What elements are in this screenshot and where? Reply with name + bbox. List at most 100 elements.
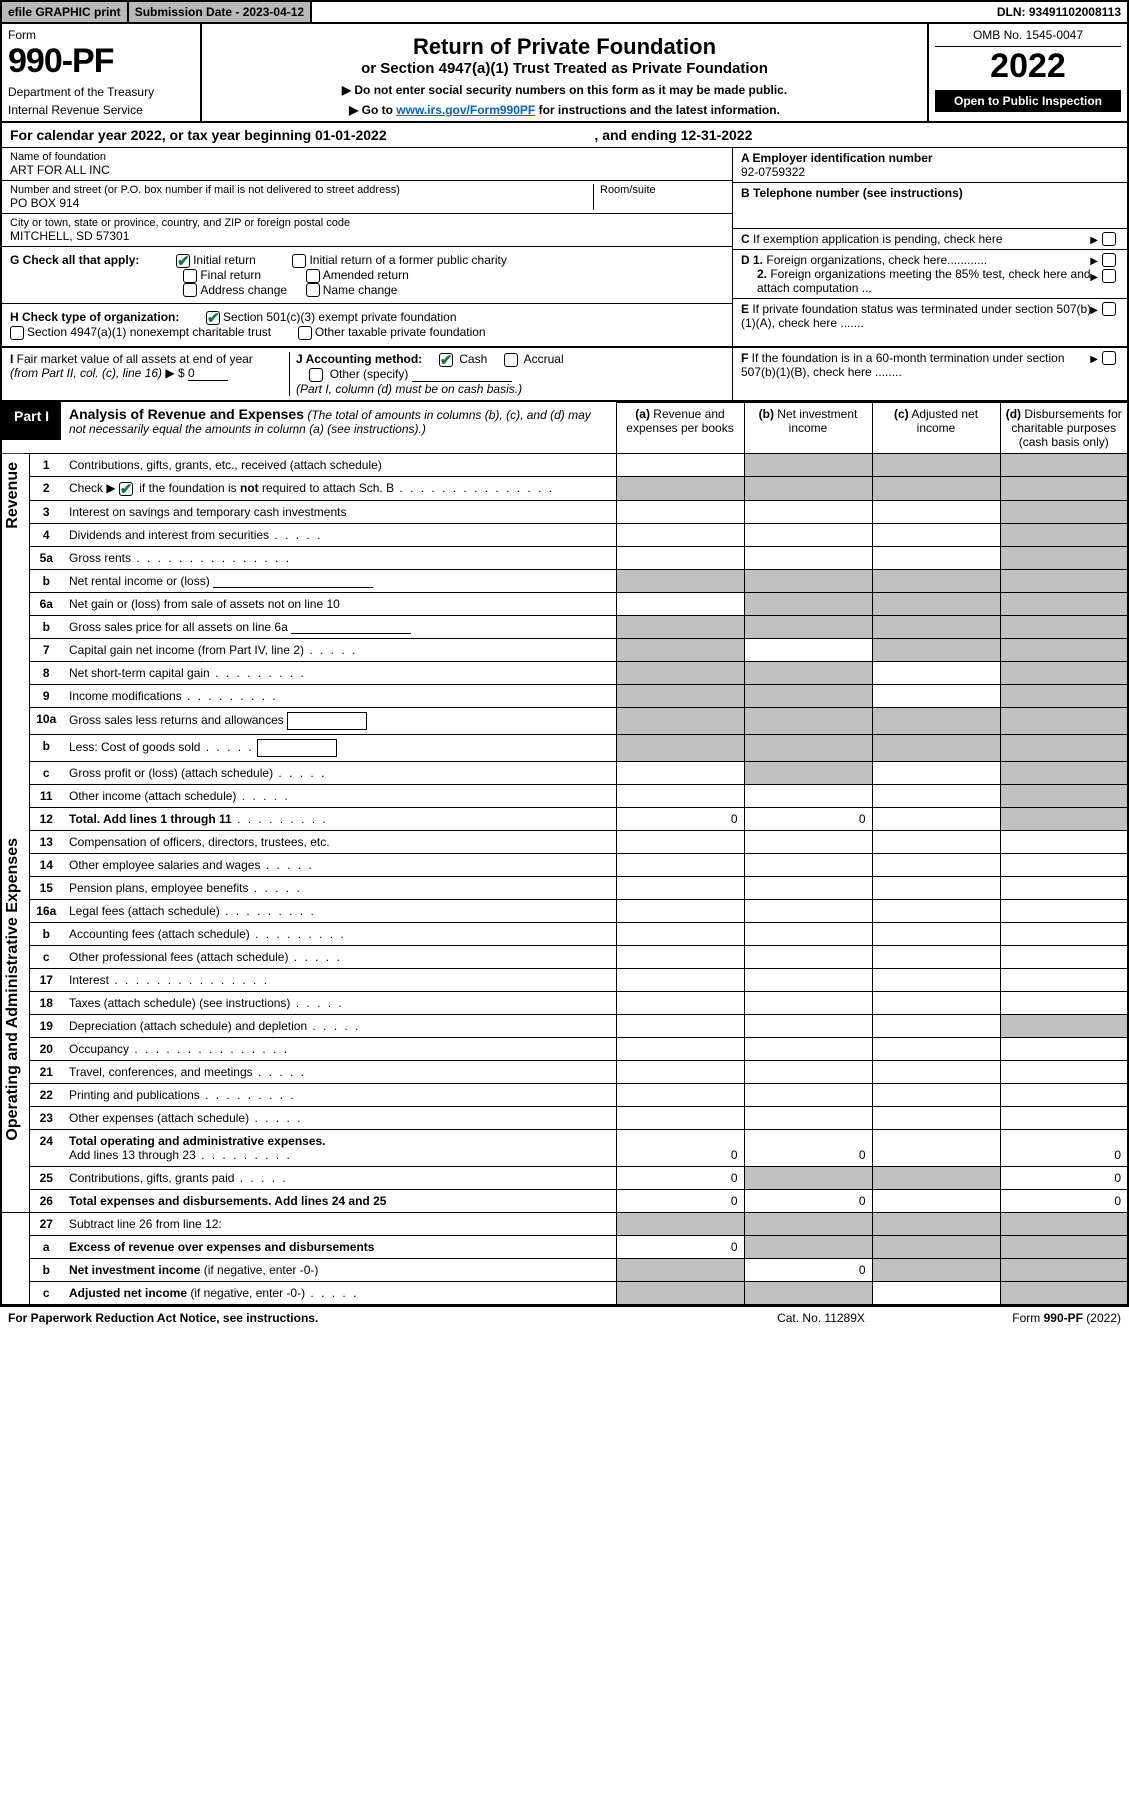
table-row: 16a Legal fees (attach schedule) <box>1 899 1128 922</box>
table-row: 4 Dividends and interest from securities <box>1 523 1128 546</box>
table-row: 25 Contributions, gifts, grants paid 0 0 <box>1 1166 1128 1189</box>
table-row: 12 Total. Add lines 1 through 11 0 0 <box>1 807 1128 830</box>
checkbox-initial-former[interactable] <box>292 254 306 268</box>
arrow-icon <box>1090 253 1098 267</box>
col-b-header: (b) Net investment income <box>744 402 872 453</box>
line25-a: 0 <box>616 1166 744 1189</box>
checkbox-4947a1[interactable] <box>10 326 24 340</box>
efile-label[interactable]: efile GRAPHIC print <box>2 2 129 22</box>
table-row: b Accounting fees (attach schedule) <box>1 922 1128 945</box>
table-row: 8 Net short-term capital gain <box>1 661 1128 684</box>
table-row: 11 Other income (attach schedule) <box>1 784 1128 807</box>
footer-catalog: Cat. No. 11289X <box>721 1311 921 1325</box>
dln-label: DLN: 93491102008113 <box>991 2 1127 22</box>
checkbox-501c3[interactable] <box>206 311 220 325</box>
part1-table: Part I Analysis of Revenue and Expenses … <box>0 402 1129 1306</box>
checkbox-address-change[interactable] <box>183 283 197 297</box>
line25-d: 0 <box>1000 1166 1128 1189</box>
table-row: a Excess of revenue over expenses and di… <box>1 1235 1128 1258</box>
header-right: OMB No. 1545-0047 2022 Open to Public In… <box>927 24 1127 121</box>
header-center: Return of Private Foundation or Section … <box>202 24 927 121</box>
table-row: c Other professional fees (attach schedu… <box>1 945 1128 968</box>
table-row: c Adjusted net income (if negative, ente… <box>1 1281 1128 1305</box>
table-row: 17 Interest <box>1 968 1128 991</box>
table-row: 14 Other employee salaries and wages <box>1 853 1128 876</box>
irs-link[interactable]: www.irs.gov/Form990PF <box>396 103 535 117</box>
checkbox-amended-return[interactable] <box>306 269 320 283</box>
form-header: Form 990-PF Department of the Treasury I… <box>0 24 1129 123</box>
arrow-icon <box>1090 269 1098 283</box>
checkbox-other-method[interactable] <box>309 368 323 382</box>
col-c-header: (c) Adjusted net income <box>872 402 1000 453</box>
table-row: 21 Travel, conferences, and meetings <box>1 1060 1128 1083</box>
table-row: 10a Gross sales less returns and allowan… <box>1 707 1128 734</box>
dept-treasury: Department of the Treasury <box>8 85 194 99</box>
table-row: b Net rental income or (loss) <box>1 569 1128 592</box>
form-number: 990-PF <box>8 42 194 81</box>
checkbox-name-change[interactable] <box>306 283 320 297</box>
form-word: Form <box>8 28 194 42</box>
checkbox-d2[interactable] <box>1102 269 1116 283</box>
section-d: D 1. Foreign organizations, check here..… <box>733 250 1127 299</box>
telephone-cell: B Telephone number (see instructions) <box>733 183 1127 229</box>
dept-irs: Internal Revenue Service <box>8 103 194 117</box>
arrow-icon <box>1090 302 1098 316</box>
table-row: 6a Net gain or (loss) from sale of asset… <box>1 592 1128 615</box>
entity-info: Name of foundation ART FOR ALL INC Numbe… <box>0 148 1129 348</box>
col-a-header: (a) Revenue and expenses per books <box>616 402 744 453</box>
foundation-name: ART FOR ALL INC <box>10 163 724 177</box>
checkbox-f[interactable] <box>1102 351 1116 365</box>
section-g: G Check all that apply: Initial return I… <box>2 247 732 304</box>
table-row: 27 Subtract line 26 from line 12: <box>1 1212 1128 1235</box>
table-row: 26 Total expenses and disbursements. Add… <box>1 1189 1128 1212</box>
form-title: Return of Private Foundation <box>208 34 921 60</box>
table-row: 18 Taxes (attach schedule) (see instruct… <box>1 991 1128 1014</box>
form-subtitle: or Section 4947(a)(1) Trust Treated as P… <box>208 60 921 77</box>
footer-left: For Paperwork Reduction Act Notice, see … <box>8 1311 721 1325</box>
instr-2: ▶ Go to www.irs.gov/Form990PF for instru… <box>208 103 921 117</box>
omb-number: OMB No. 1545-0047 <box>935 28 1121 47</box>
table-row: Revenue 1 Contributions, gifts, grants, … <box>1 453 1128 476</box>
section-h: H Check type of organization: Section 50… <box>2 304 732 346</box>
checkbox-sch-b[interactable] <box>119 482 133 496</box>
checkbox-e[interactable] <box>1102 302 1116 316</box>
line24-d: 0 <box>1000 1129 1128 1166</box>
tax-year: 2022 <box>935 47 1121 86</box>
line24-a: 0 <box>616 1129 744 1166</box>
checkbox-other-taxable[interactable] <box>298 326 312 340</box>
checkbox-d1[interactable] <box>1102 253 1116 267</box>
section-f: F If the foundation is in a 60-month ter… <box>733 348 1127 382</box>
table-row: 22 Printing and publications <box>1 1083 1128 1106</box>
submission-date: Submission Date - 2023-04-12 <box>129 2 312 22</box>
table-row: 20 Occupancy <box>1 1037 1128 1060</box>
table-row: 15 Pension plans, employee benefits <box>1 876 1128 899</box>
side-revenue: Revenue <box>2 454 24 537</box>
instr-1: ▶ Do not enter social security numbers o… <box>208 83 921 97</box>
checkbox-accrual[interactable] <box>504 353 518 367</box>
ein-value: 92-0759322 <box>741 165 805 179</box>
city-cell: City or town, state or province, country… <box>2 214 732 247</box>
col-d-header: (d) Disbursements for charitable purpose… <box>1000 402 1128 453</box>
section-c: C If exemption application is pending, c… <box>733 229 1127 250</box>
street-address: PO BOX 914 <box>10 196 587 210</box>
tax-year-end: 12-31-2022 <box>681 127 753 143</box>
line27a-a: 0 <box>616 1235 744 1258</box>
checkbox-final-return[interactable] <box>183 269 197 283</box>
arrow-icon <box>1090 232 1098 246</box>
table-row: b Less: Cost of goods sold <box>1 734 1128 761</box>
line27b-b: 0 <box>744 1258 872 1281</box>
line26-b: 0 <box>744 1189 872 1212</box>
city-state-zip: MITCHELL, SD 57301 <box>10 229 724 243</box>
table-row: b Net investment income (if negative, en… <box>1 1258 1128 1281</box>
checkbox-initial-return[interactable] <box>176 254 190 268</box>
part1-title: Analysis of Revenue and Expenses (The to… <box>61 402 615 440</box>
table-row: 24 Total operating and administrative ex… <box>1 1129 1128 1166</box>
line12-b: 0 <box>744 807 872 830</box>
room-suite-cell: Room/suite <box>594 184 724 210</box>
table-row: 9 Income modifications <box>1 684 1128 707</box>
section-j: J Accounting method: Cash Accrual Other … <box>290 352 724 396</box>
checkbox-c[interactable] <box>1102 232 1116 246</box>
footer-right: Form 990-PF (2022) <box>921 1311 1121 1325</box>
checkbox-cash[interactable] <box>439 353 453 367</box>
tax-year-begin: 01-01-2022 <box>315 127 387 143</box>
